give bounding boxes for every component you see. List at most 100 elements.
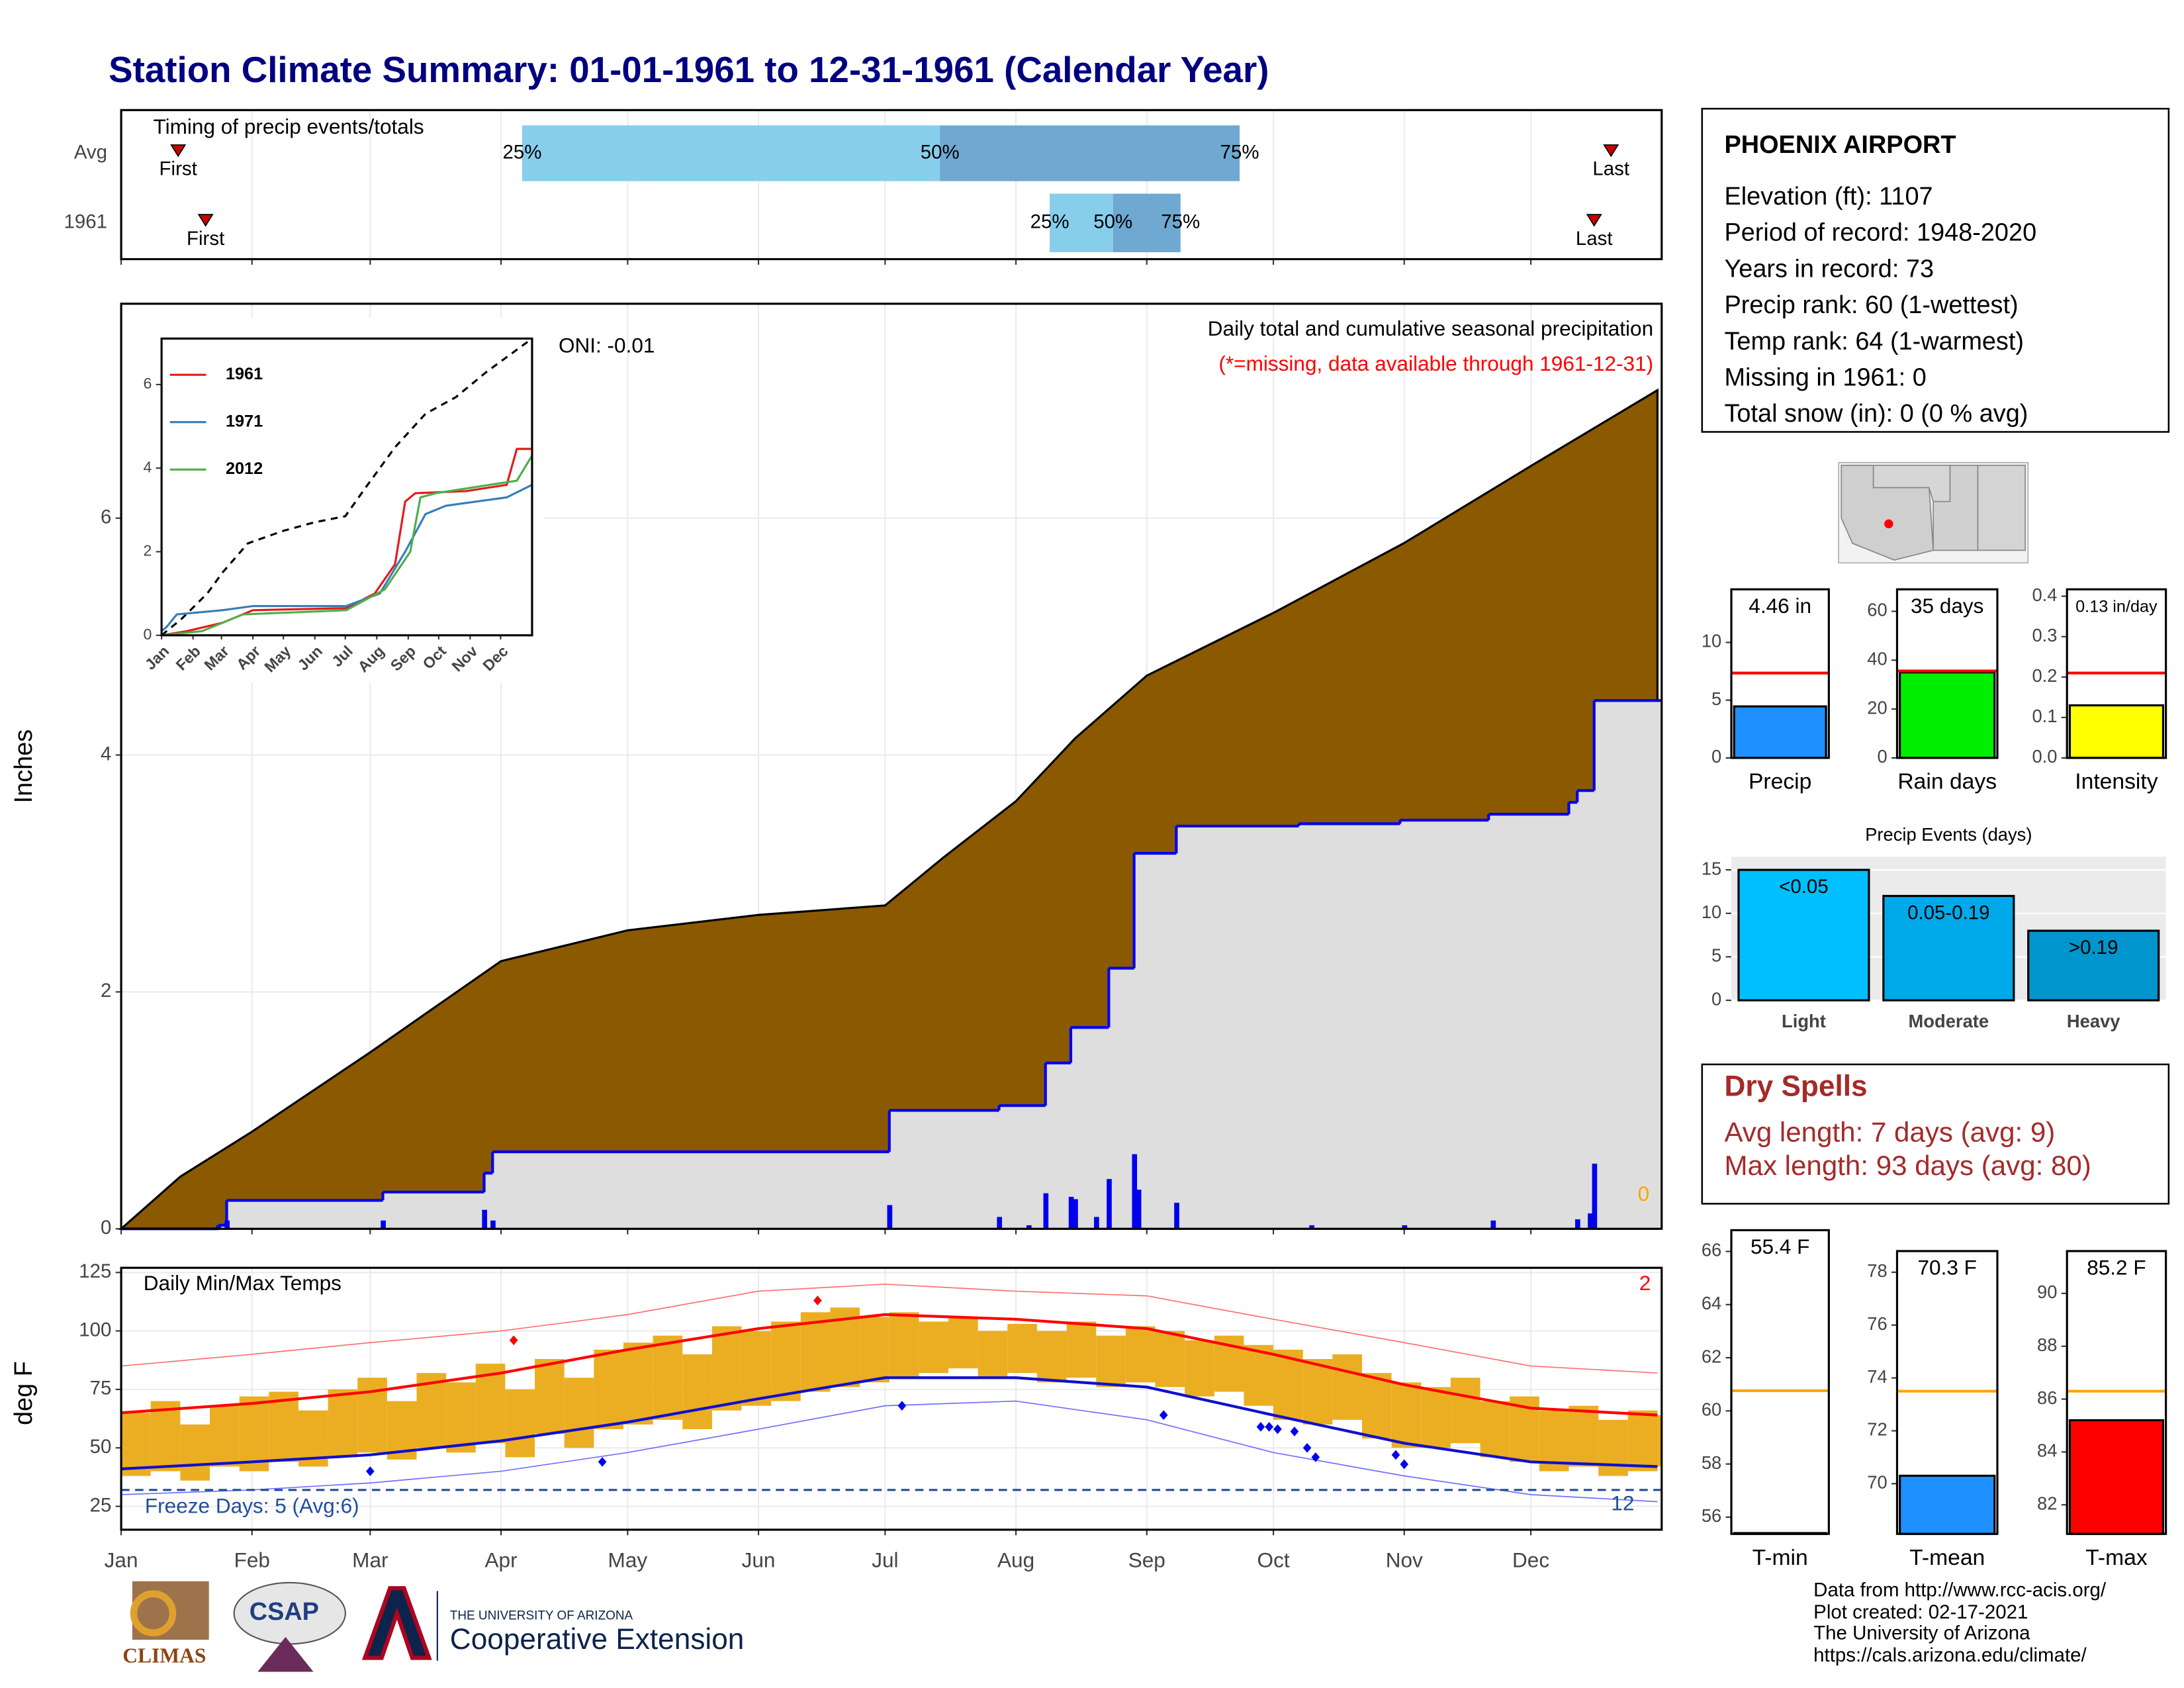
row-label: Avg [74,141,107,163]
y-tick-label: 86 [2037,1387,2057,1408]
y-tick-label: 62 [1702,1346,1721,1366]
temp-range-bar [1627,1410,1658,1472]
x-tick-label: Jan [105,1548,138,1572]
temp-range-bar [919,1321,949,1374]
y-tick-label: 0.0 [2032,746,2057,767]
station-line: Missing in 1961: 0 [1724,363,1926,391]
panel-title: Timing of precip events/totals [154,115,424,138]
normal-min-line [120,1376,1658,1471]
y-tick-label: 0 [1711,746,1721,767]
series-line [161,455,533,637]
daily-bar [224,1220,230,1229]
oni-annotation: ONI: -0.01 [559,333,655,357]
temp-range-bar [889,1312,919,1378]
legend-label: 1971 [226,412,263,430]
x-tick-label: Aug [997,1548,1034,1572]
bar [2068,1419,2165,1535]
bar [1882,894,2015,1002]
cumulative-fill [121,700,1662,1229]
value-label: 35 days [1911,594,1984,618]
quantile-label: 50% [1093,211,1132,233]
y-tick-label: 40 [1867,649,1887,669]
daily-bar [887,1205,893,1229]
x-tick-label: Sep [1128,1548,1165,1572]
temp-range-bar [1302,1358,1333,1425]
value-label: 85.2 F [2087,1256,2146,1280]
inset-background [122,317,543,683]
y-tick-label: 15 [1702,858,1721,878]
y-tick-label: 10 [1702,631,1721,651]
y-tick-label: 5 [1711,688,1721,709]
y-tick-label: 75 [90,1378,112,1399]
panel-frame [1895,1250,1999,1535]
bin-label: 0.05-0.19 [1907,902,1989,924]
daily-bar [1309,1225,1314,1229]
temp-range-bar [1244,1344,1274,1406]
x-tick-label: Oct [1257,1548,1290,1572]
value-label: 0.13 in/day [2075,597,2158,616]
panel-frame [160,337,533,637]
record-min-line [121,1400,1658,1503]
y-tick-label: 6 [144,375,152,392]
y-tick-label: 84 [2037,1440,2057,1461]
y-tick-label: 56 [1702,1505,1721,1526]
daily-bar [1043,1193,1049,1229]
temp-range-bar [800,1312,831,1392]
x-tick-label: May [608,1548,648,1572]
panel-frame [120,1266,1663,1531]
y-tick-label: 0.2 [2032,665,2057,686]
temp-range-bar [653,1335,683,1420]
station-dot [1884,519,1893,529]
legend-label: 2012 [226,459,263,478]
missing-count: 0 [1638,1182,1650,1205]
freeze-annotation: Freeze Days: 5 (Avg:6) [145,1494,359,1518]
record-marker [1400,1459,1409,1470]
climas-logo: CLIMAS [122,1581,209,1667]
y-tick-label: 64 [1702,1293,1721,1313]
temp-range-bar [1569,1405,1599,1467]
record-marker [1265,1422,1274,1432]
logo-shape [130,1590,177,1636]
temp-range-bar [269,1391,298,1462]
quantile-label: 25% [1030,211,1069,233]
temp-range-bar [623,1342,653,1425]
timing-marker [170,144,187,158]
x-tick-label: Mar [352,1548,388,1572]
bar [1899,671,1996,759]
csap-logo: CSAP [233,1581,346,1672]
temp-range-bar [771,1321,801,1401]
bar [1737,868,1870,1002]
category-label: Light [1782,1011,1826,1031]
station-line: Years in record: 73 [1724,255,1934,283]
x-tick-label: Apr [485,1548,518,1572]
category-label: Heavy [2067,1011,2120,1031]
map-state [1977,465,2026,551]
panel-frame [120,303,1663,1230]
temp-range-bar [535,1358,565,1434]
record-marker [598,1457,607,1467]
temp-range-bar [1096,1335,1126,1387]
daily-bar [1094,1217,1099,1229]
bin-label: <0.05 [1779,876,1829,898]
credit-line: Data from http://www.rcc-acis.org/ [1813,1579,2107,1601]
temp-range-bar [1332,1354,1362,1420]
daily-bar [1107,1179,1112,1229]
temp-range-bar [1450,1378,1480,1444]
location-map [1838,462,2028,563]
timing-bar [1113,193,1181,252]
credit-line: Plot created: 02-17-2021 [1813,1601,2028,1623]
timing-marker [1586,214,1602,227]
marker-label: First [187,228,224,250]
daily-bar [1132,1154,1138,1229]
daily-bar [482,1209,488,1229]
normal-max-line [120,1313,1658,1417]
station-line: Elevation (ft): 1107 [1724,183,1933,211]
temp-range-bar [446,1382,476,1453]
logo-text: CSAP [250,1598,319,1626]
daily-bar [1402,1225,1408,1229]
station-line: Period of record: 1948-2020 [1724,219,2036,247]
temp-range-bar [1155,1331,1185,1387]
daily-bar [1575,1219,1580,1229]
y-tick-label: 66 [1702,1240,1721,1260]
x-tick-label: Jun [742,1548,776,1572]
